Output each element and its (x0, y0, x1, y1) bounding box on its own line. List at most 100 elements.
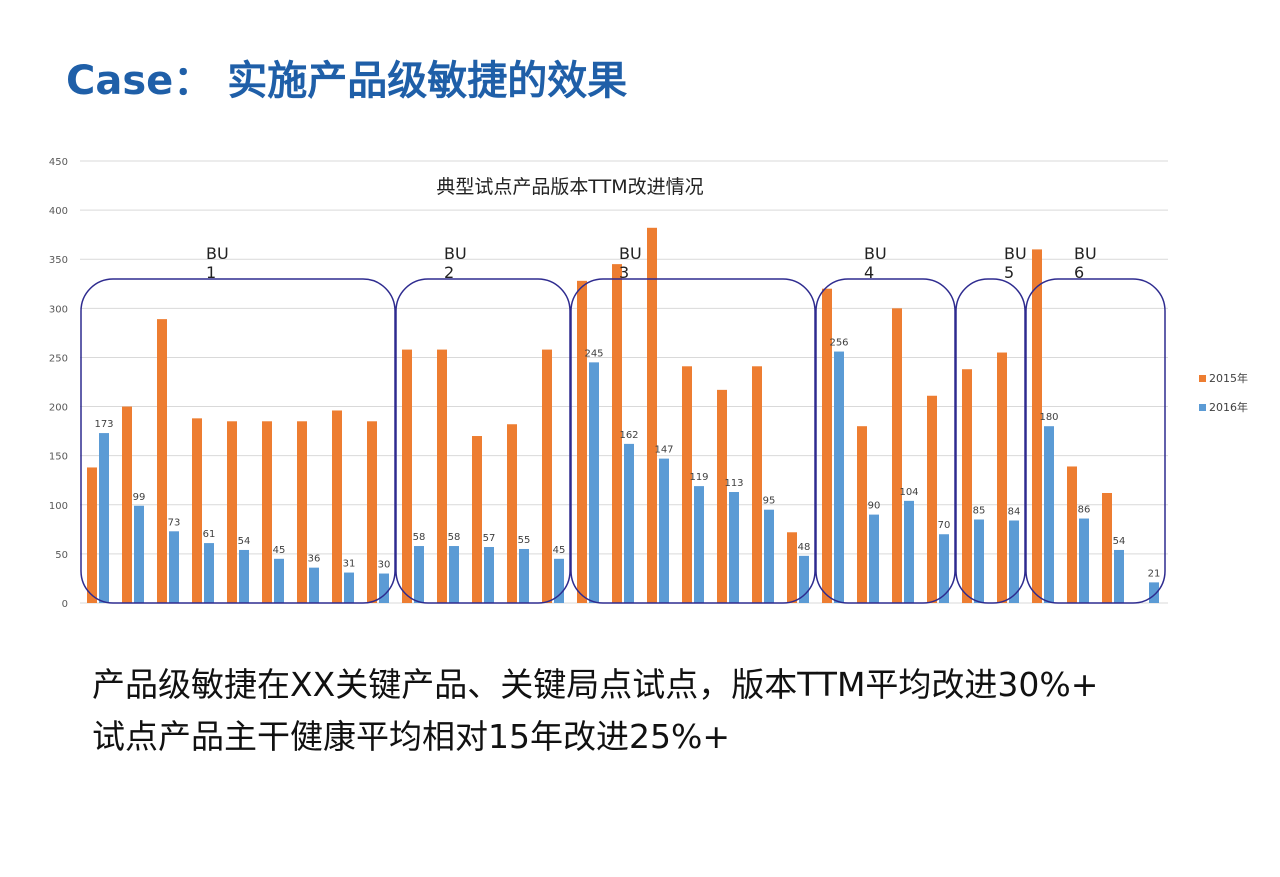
bar-2016 (939, 534, 949, 603)
bar-2016 (554, 558, 564, 603)
bar-2016 (379, 573, 389, 603)
bar-2015 (507, 424, 517, 603)
bar-2015 (437, 349, 447, 603)
bu-group-outline (955, 278, 1026, 604)
bar-2015 (262, 421, 272, 603)
data-label-2016: 61 (203, 529, 216, 540)
bar-2016 (484, 547, 494, 603)
bu-label-number: 4 (864, 263, 874, 282)
bar-2016 (239, 549, 249, 603)
bar-2015 (752, 366, 762, 603)
bar-2016 (694, 486, 704, 603)
bar-2015 (997, 352, 1007, 603)
data-label-2016: 180 (1039, 412, 1058, 423)
chart-title: 典型试点产品版本TTM改进情况 (436, 176, 703, 198)
data-label-2016: 45 (553, 545, 566, 556)
y-tick-label: 300 (49, 304, 68, 315)
bar-2015 (157, 319, 167, 603)
bar-2015 (647, 227, 657, 603)
data-label-2016: 73 (168, 517, 181, 528)
y-tick-label: 150 (49, 452, 68, 463)
bar-2016 (204, 543, 214, 603)
bar-2015 (857, 426, 867, 603)
slide-title: Case： 实施产品级敏捷的效果 (66, 58, 628, 104)
bar-2016 (309, 567, 319, 603)
bar-2016 (974, 519, 984, 603)
bu-group-outline (570, 278, 816, 604)
bu-label-number: 2 (444, 263, 454, 282)
bar-2015 (332, 410, 342, 603)
data-label-2016: 256 (829, 338, 848, 349)
bar-2016 (134, 505, 144, 603)
data-label-2016: 55 (518, 535, 531, 546)
data-label-2016: 104 (899, 487, 918, 498)
y-tick-label: 400 (49, 206, 68, 217)
data-label-2016: 54 (1113, 536, 1126, 547)
bar-2015 (717, 389, 727, 603)
data-label-2016: 119 (689, 472, 708, 483)
legend-swatch (1199, 404, 1206, 411)
data-label-2016: 58 (448, 532, 461, 543)
bar-2016 (1149, 582, 1159, 603)
bar-2015 (122, 406, 132, 603)
bu-label-number: 5 (1004, 263, 1014, 282)
bar-2015 (472, 436, 482, 603)
bar-2015 (962, 369, 972, 603)
bar-2015 (297, 421, 307, 603)
bar-2016 (729, 492, 739, 603)
bar-2016 (799, 555, 809, 603)
data-label-2016: 147 (654, 445, 673, 456)
data-label-2016: 30 (378, 560, 391, 571)
data-label-2016: 21 (1148, 568, 1161, 579)
bar-2016 (99, 433, 109, 603)
bar-2016 (1114, 549, 1124, 603)
data-label-2016: 54 (238, 536, 251, 547)
data-label-2016: 48 (798, 542, 811, 553)
bar-2015 (402, 349, 412, 603)
bu-label-number: 1 (206, 263, 216, 282)
data-label-2016: 85 (973, 506, 986, 517)
bu-group-outline (1025, 278, 1166, 604)
body-line-2: 试点产品主干健康平均相对15年改进25%+ (92, 717, 730, 756)
bu-label-number: 6 (1074, 263, 1084, 282)
bar-2016 (169, 531, 179, 603)
y-tick-label: 200 (49, 403, 68, 414)
bar-2016 (834, 351, 844, 603)
bu-group-outline (80, 278, 396, 604)
data-label-2016: 84 (1008, 506, 1021, 517)
bar-2016 (589, 362, 599, 603)
bar-2015 (822, 288, 832, 603)
data-label-2016: 95 (763, 496, 776, 507)
bar-2015 (612, 264, 622, 603)
bar-2016 (904, 500, 914, 603)
bar-2016 (414, 546, 424, 603)
bu-label: BU (206, 244, 229, 263)
bar-2015 (682, 366, 692, 603)
bar-2016 (1009, 520, 1019, 603)
bu-label: BU (1074, 244, 1097, 263)
bu-label: BU (1004, 244, 1027, 263)
bar-2015 (542, 349, 552, 603)
y-tick-label: 0 (62, 599, 68, 610)
legend-label: 2015年 (1209, 371, 1248, 385)
bar-2016 (344, 572, 354, 603)
bu-group-outline (815, 278, 956, 604)
bu-label: BU (864, 244, 887, 263)
bar-2016 (624, 443, 634, 603)
bu-group-outline (395, 278, 571, 604)
data-label-2016: 70 (938, 520, 951, 531)
data-label-2016: 245 (584, 348, 603, 359)
bar-2015 (227, 421, 237, 603)
bar-2015 (192, 418, 202, 603)
bar-2015 (927, 395, 937, 603)
bar-2016 (659, 458, 669, 603)
y-tick-label: 100 (49, 501, 68, 512)
bar-2015 (1032, 249, 1042, 603)
y-tick-label: 250 (49, 353, 68, 364)
bar-chart: 0 50 100 150 200 250 300 350 400 450 典型试点产品版本TTM改进… (49, 157, 1248, 610)
bar-2016 (274, 558, 284, 603)
data-label-2016: 58 (413, 532, 426, 543)
bar-2015 (1102, 492, 1112, 603)
bar-2016 (1044, 426, 1054, 603)
bar-2015 (367, 421, 377, 603)
